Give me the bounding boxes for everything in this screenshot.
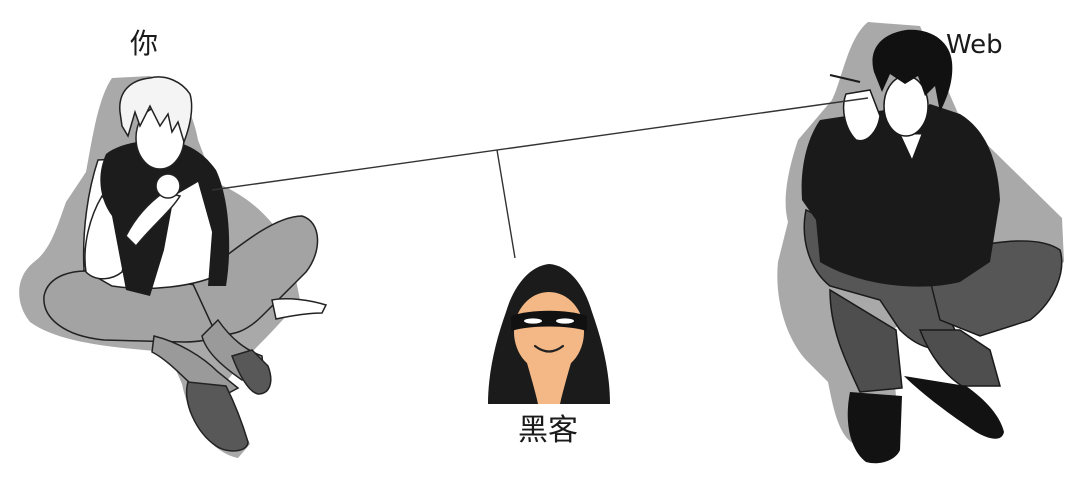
hacker-smile [533,344,565,353]
person-web [777,22,1064,464]
person-you-forearm [125,191,182,248]
hacker-face [514,292,584,372]
hacker-figure [488,264,610,404]
person-web-raised-sleeve [810,128,862,206]
person-web-hand [842,89,881,142]
person-web-lower-leg-1 [829,288,903,393]
tap-line [496,149,516,259]
person-you-hair [119,76,193,145]
hacker-mask [511,310,587,331]
person-you-hand [271,298,328,320]
person-web-shoe-1 [847,392,902,464]
hacker-left-eye [524,318,542,324]
person-you-vest [100,140,230,296]
person-web-cigarette [829,74,861,83]
person-web-lower-leg-2 [918,329,1001,387]
label-web: Web [946,30,1003,60]
label-you: 你 [130,27,159,60]
label-hacker: 黑客 [518,413,578,448]
person-you-shoe-1 [185,381,249,452]
person-you-shoe-2 [231,349,272,395]
person-you-right-leg [191,215,319,336]
person-web-shoe-2 [904,376,1004,439]
hacker-right-eye [556,318,574,324]
person-you [19,76,328,458]
tin-can-string [211,97,869,191]
person-web-hair [872,29,953,113]
person-you-cup [155,173,181,199]
